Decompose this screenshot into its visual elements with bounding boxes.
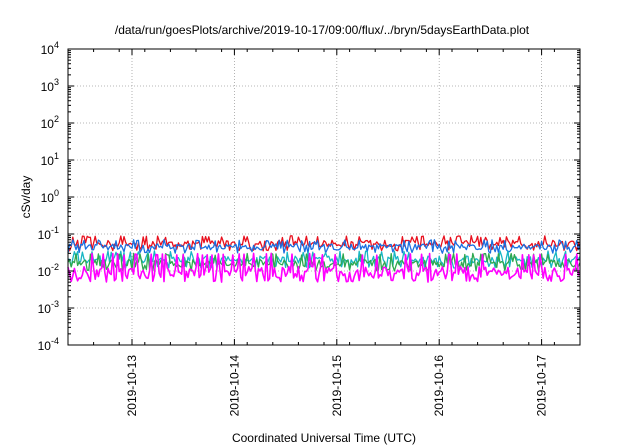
chart-title: /data/run/goesPlots/archive/2019-10-17/0… — [115, 23, 530, 37]
series-line — [67, 252, 581, 283]
x-tick-label: 2019-10-17 — [535, 355, 549, 417]
x-tick-label: 2019-10-13 — [125, 355, 139, 417]
y-tick-label: 10-1 — [38, 225, 59, 242]
y-axis: 10-4 10-3 10-2 10-1 100 101 102 103 104 — [38, 40, 580, 353]
x-axis-label: Coordinated Universal Time (UTC) — [232, 431, 416, 445]
series-line — [67, 235, 581, 252]
y-tick-label: 10-3 — [38, 299, 59, 316]
y-tick-label: 100 — [41, 188, 59, 205]
series-group — [67, 235, 581, 283]
y-axis-label: cSv/day — [19, 176, 33, 219]
series-line — [67, 252, 581, 272]
x-tick-label: 2019-10-16 — [432, 355, 446, 417]
y-tick-label: 102 — [41, 114, 59, 131]
y-tick-label: 104 — [41, 40, 59, 57]
x-tick-label: 2019-10-15 — [330, 355, 344, 417]
series-line — [67, 239, 581, 254]
series-line — [67, 250, 581, 269]
y-tick-label: 10-4 — [38, 336, 59, 353]
y-tick-label: 103 — [41, 77, 59, 94]
y-tick-label: 10-2 — [38, 262, 59, 279]
y-tick-label: 101 — [41, 151, 59, 168]
x-tick-label: 2019-10-14 — [227, 355, 241, 417]
x-axis: 2019-10-13 2019-10-14 2019-10-15 2019-10-16… — [67, 49, 581, 417]
grid — [68, 49, 580, 345]
